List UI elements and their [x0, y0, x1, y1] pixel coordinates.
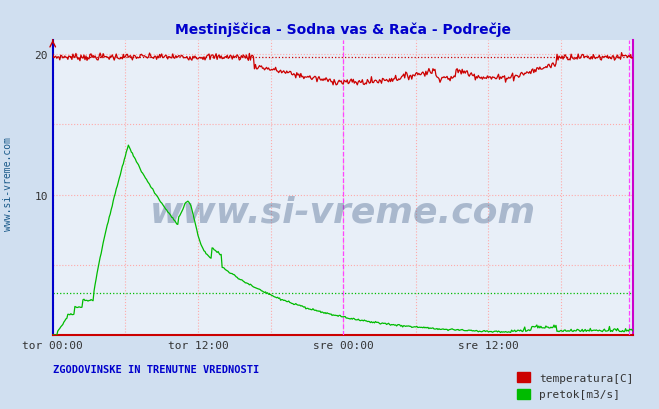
Legend: temperatura[C], pretok[m3/s]: temperatura[C], pretok[m3/s]: [517, 372, 634, 399]
Text: ZGODOVINSKE IN TRENUTNE VREDNOSTI: ZGODOVINSKE IN TRENUTNE VREDNOSTI: [53, 364, 259, 374]
Title: Mestinjščica - Sodna vas & Rača - Podrečje: Mestinjščica - Sodna vas & Rača - Podreč…: [175, 22, 511, 37]
Text: www.si-vreme.com: www.si-vreme.com: [150, 195, 536, 229]
Text: www.si-vreme.com: www.si-vreme.com: [3, 137, 13, 231]
